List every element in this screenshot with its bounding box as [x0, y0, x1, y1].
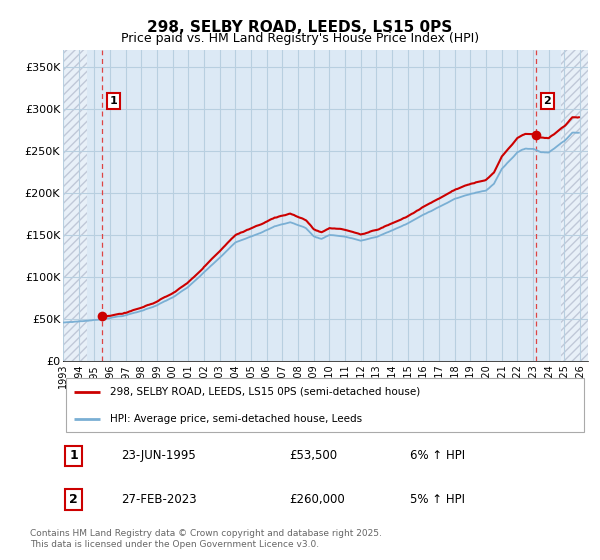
FancyBboxPatch shape: [65, 377, 584, 432]
Text: £260,000: £260,000: [289, 493, 344, 506]
Text: 298, SELBY ROAD, LEEDS, LS15 0PS: 298, SELBY ROAD, LEEDS, LS15 0PS: [148, 20, 452, 35]
Text: Price paid vs. HM Land Registry's House Price Index (HPI): Price paid vs. HM Land Registry's House …: [121, 32, 479, 45]
Text: 2: 2: [69, 493, 78, 506]
Text: £53,500: £53,500: [289, 449, 337, 463]
Bar: [63, 50, 86, 361]
Text: 2: 2: [544, 96, 551, 106]
Text: HPI: Average price, semi-detached house, Leeds: HPI: Average price, semi-detached house,…: [110, 414, 362, 424]
Bar: [562, 50, 588, 361]
Text: Contains HM Land Registry data © Crown copyright and database right 2025.
This d: Contains HM Land Registry data © Crown c…: [30, 529, 382, 549]
Text: 5% ↑ HPI: 5% ↑ HPI: [409, 493, 464, 506]
Bar: [63, 50, 86, 361]
Bar: [562, 50, 588, 361]
Text: 1: 1: [69, 449, 78, 463]
Text: 1: 1: [110, 96, 117, 106]
Text: 298, SELBY ROAD, LEEDS, LS15 0PS (semi-detached house): 298, SELBY ROAD, LEEDS, LS15 0PS (semi-d…: [110, 386, 421, 396]
Text: 27-FEB-2023: 27-FEB-2023: [121, 493, 196, 506]
Text: 23-JUN-1995: 23-JUN-1995: [121, 449, 196, 463]
Text: 6% ↑ HPI: 6% ↑ HPI: [409, 449, 464, 463]
